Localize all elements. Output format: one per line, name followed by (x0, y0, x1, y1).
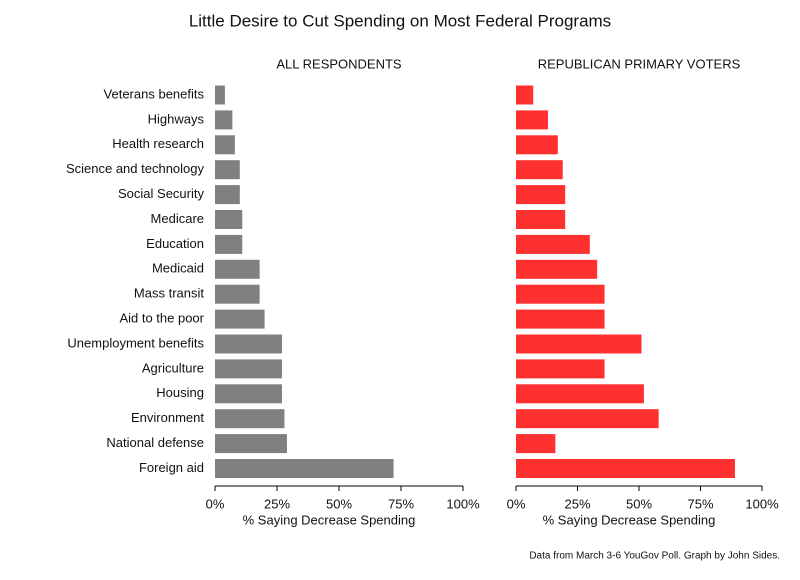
category-label: Veterans benefits (104, 86, 205, 101)
chart-title: Little Desire to Cut Spending on Most Fe… (189, 11, 611, 30)
panel-title: REPUBLICAN PRIMARY VOTERS (538, 56, 741, 71)
category-label: Science and technology (66, 161, 205, 176)
x-tick-label: 0% (206, 496, 225, 511)
bar (516, 284, 605, 304)
bar (516, 459, 735, 478)
bar (215, 85, 225, 105)
bar (516, 259, 598, 279)
category-label: Housing (156, 385, 204, 400)
category-label: Mass transit (134, 286, 204, 301)
bar (215, 210, 243, 229)
bar (516, 334, 642, 354)
category-label: Medicare (151, 211, 204, 226)
bar (215, 384, 282, 404)
bar (516, 359, 605, 379)
bar (516, 160, 563, 180)
bar (215, 110, 233, 130)
x-tick-label: 75% (388, 496, 414, 511)
source-note: Data from March 3-6 YouGov Poll. Graph b… (529, 551, 780, 562)
bar (215, 409, 285, 429)
category-label: Social Security (118, 186, 204, 201)
bar (215, 259, 260, 279)
bar (516, 210, 566, 229)
x-tick-label: 25% (564, 496, 590, 511)
x-tick-label: 100% (446, 496, 480, 511)
x-tick-label: 0% (507, 496, 526, 511)
bar (516, 409, 659, 429)
category-label: Unemployment benefits (67, 335, 204, 350)
x-tick-label: 50% (626, 496, 652, 511)
bar (215, 434, 287, 454)
category-label: Environment (131, 410, 204, 425)
x-axis-label: % Saying Decrease Spending (543, 512, 716, 527)
category-label: Foreign aid (139, 460, 204, 475)
x-tick-label: 100% (745, 496, 779, 511)
category-label: Aid to the poor (119, 311, 204, 326)
bar (516, 384, 644, 404)
category-label: Education (146, 236, 204, 251)
bar (215, 459, 394, 478)
panel-title: ALL RESPONDENTS (276, 56, 402, 71)
bar (215, 160, 240, 180)
bar (215, 284, 260, 304)
bar (516, 234, 590, 254)
bar (516, 85, 534, 105)
category-label: Highways (148, 111, 205, 126)
x-tick-label: 50% (326, 496, 352, 511)
bar (516, 434, 556, 454)
bar (215, 309, 265, 329)
bar (215, 334, 282, 354)
x-tick-label: 25% (264, 496, 290, 511)
category-label: Medicaid (152, 261, 204, 276)
category-label: Agriculture (142, 360, 204, 375)
bar (516, 309, 605, 329)
bar (215, 234, 243, 254)
category-label: National defense (106, 435, 204, 450)
bar (516, 110, 548, 130)
bar (516, 185, 566, 205)
bar (215, 359, 282, 379)
x-tick-label: 75% (687, 496, 713, 511)
x-axis-label: % Saying Decrease Spending (243, 512, 416, 527)
bar (516, 135, 558, 155)
bar (215, 135, 235, 155)
bar (215, 185, 240, 205)
category-label: Health research (112, 136, 204, 151)
